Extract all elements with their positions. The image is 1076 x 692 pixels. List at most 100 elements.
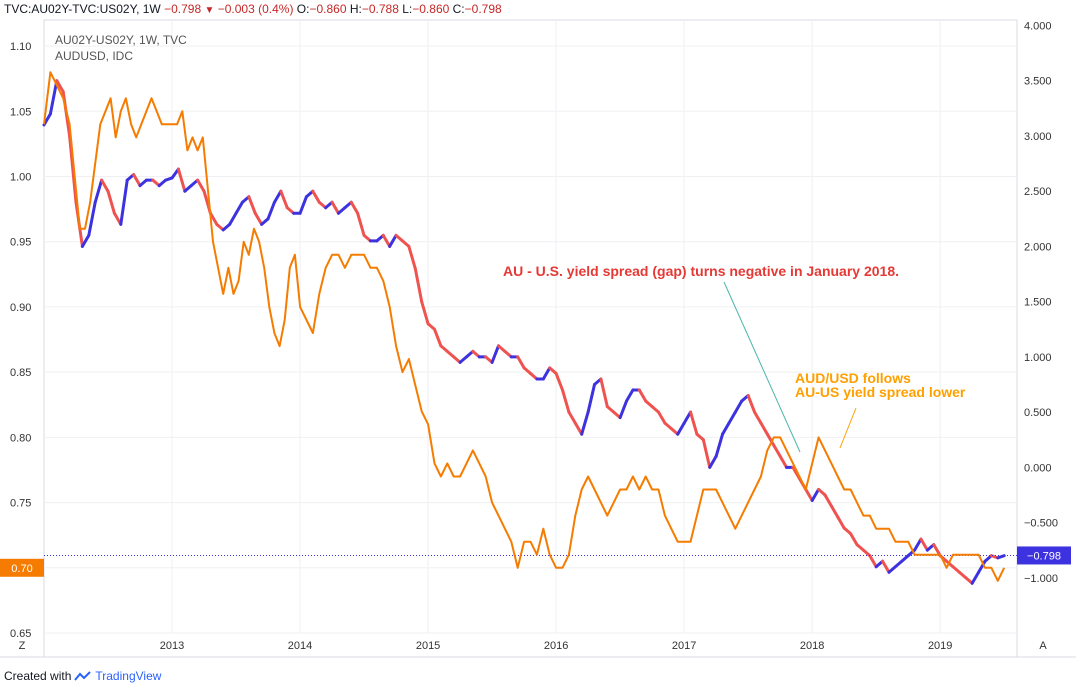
x-tick-label: 2016 — [544, 640, 568, 652]
spread-segment — [196, 178, 206, 193]
audusd-series — [43, 71, 1006, 582]
spread-segment — [733, 399, 744, 414]
spread-segment — [829, 504, 840, 519]
spread-segment — [266, 200, 276, 221]
spread-segment — [80, 233, 91, 248]
down-triangle-icon: ▼ — [204, 5, 215, 16]
close-label: C: — [452, 2, 465, 16]
right-tick-label: 4.000 — [1024, 21, 1052, 33]
spread-segment — [490, 344, 500, 364]
annotation-arrow-orange — [839, 407, 857, 449]
left-tick-label: 1.05 — [10, 106, 31, 118]
spread-segment — [759, 421, 769, 436]
right-tick-label: 0.500 — [1024, 407, 1052, 419]
right-tick-label: 2.000 — [1024, 241, 1052, 253]
right-tick-label: −1.000 — [1024, 573, 1058, 585]
close-value: −0.798 — [464, 2, 502, 16]
spread-segment — [356, 211, 366, 237]
x-tick-label: 2017 — [672, 640, 696, 652]
footer: Created with TradingView — [4, 669, 161, 683]
spread-segment — [657, 410, 667, 425]
right-price-marker-label: −0.798 — [1027, 550, 1061, 562]
spread-segment — [516, 355, 526, 370]
legend-spread: AU02Y-US02Y, 1W, TVC — [55, 33, 187, 47]
left-tick-label: 0.75 — [10, 498, 31, 510]
left-tick-label: 1.10 — [10, 41, 31, 53]
spread-segment — [311, 189, 321, 204]
right-tick-label: 1.000 — [1024, 352, 1052, 364]
grid — [0, 19, 1076, 658]
left-tick-label: 0.65 — [10, 628, 31, 640]
interval[interactable]: 1W — [142, 2, 161, 16]
spread-segment — [87, 200, 97, 237]
spread-segment — [132, 173, 142, 188]
spread-segment — [407, 244, 417, 271]
spread-segment — [682, 410, 693, 425]
symbol[interactable]: TVC:AU02Y-TVC:US02Y — [4, 2, 137, 16]
annotation-arrow-red — [723, 281, 801, 453]
spread-segment — [106, 189, 116, 215]
spread-segment — [765, 432, 776, 447]
spread-segment — [330, 200, 340, 215]
spread-segment — [810, 487, 821, 502]
left-tick-label: 0.80 — [10, 432, 31, 444]
spread-segment — [228, 211, 238, 226]
spread-segment — [625, 388, 635, 403]
spread-segment — [753, 410, 763, 425]
spread-segment — [708, 454, 718, 469]
spread-segment — [573, 421, 584, 436]
legend: AU02Y-US02Y, 1W, TVC AUDUSD, IDC — [55, 33, 187, 63]
spread-segment — [247, 195, 257, 215]
annotation-spread-negative: AU - U.S. yield spread (gap) turns negat… — [503, 263, 899, 279]
spread-segment — [208, 211, 219, 226]
low-label: L: — [402, 2, 413, 16]
spread-segment — [637, 388, 648, 403]
right-tick-label: 3.000 — [1024, 131, 1052, 143]
change-value: −0.003 (0.4%) — [217, 2, 294, 16]
spread-segment — [919, 537, 929, 552]
spread-segment — [913, 537, 923, 552]
spread-segment — [55, 79, 65, 94]
created-with-label: Created with — [4, 669, 72, 683]
spread-segment — [381, 233, 392, 248]
spread-segment — [618, 399, 629, 420]
corner-left-label: Z — [19, 640, 26, 652]
chart-canvas[interactable]: 1.10 1.05 1.00 0.95 0.90 0.85 0.80 0.75 0.70 0.65… — [0, 0, 1076, 665]
x-tick-label: 2018 — [800, 640, 824, 652]
corner-right-label: A — [1039, 640, 1047, 652]
spread-segment — [298, 195, 308, 215]
high-label: H: — [349, 2, 362, 16]
brand-label[interactable]: TradingView — [95, 669, 162, 683]
spread-segment — [541, 366, 552, 381]
spread-segment — [567, 410, 577, 425]
spread-segment — [727, 410, 737, 425]
spread-segment — [119, 178, 129, 226]
spread-segment — [868, 554, 878, 569]
last-value: −0.798 — [164, 2, 202, 16]
spread-segment — [836, 515, 846, 530]
spread-segment — [849, 532, 859, 547]
spread-segment — [772, 443, 782, 458]
audusd-line — [43, 71, 1006, 582]
spread-segment — [68, 134, 78, 204]
spread-segment — [676, 421, 686, 436]
left-price-marker-label: 0.70 — [11, 563, 32, 575]
right-tick-label: 1.500 — [1024, 297, 1052, 309]
left-tick-label: 0.95 — [10, 237, 31, 249]
right-price-marker — [1017, 546, 1071, 565]
spread-segment — [746, 394, 757, 414]
spread-segment — [778, 454, 789, 469]
right-tick-label: −0.500 — [1024, 518, 1058, 530]
spread-segment — [721, 421, 731, 436]
right-tick-label: 0.000 — [1024, 462, 1052, 474]
spread-segment — [996, 554, 1006, 560]
spread-segment — [413, 267, 424, 304]
spread-segment — [580, 410, 590, 436]
spread-segment — [349, 200, 360, 215]
left-price-marker — [0, 558, 44, 577]
annotation-audusd-follows: AUD/USD follows — [795, 370, 911, 386]
x-tick-label: 2015 — [416, 640, 440, 652]
spread-segment — [234, 200, 244, 215]
open-label: O: — [296, 2, 310, 16]
left-tick-label: 0.90 — [10, 302, 31, 314]
